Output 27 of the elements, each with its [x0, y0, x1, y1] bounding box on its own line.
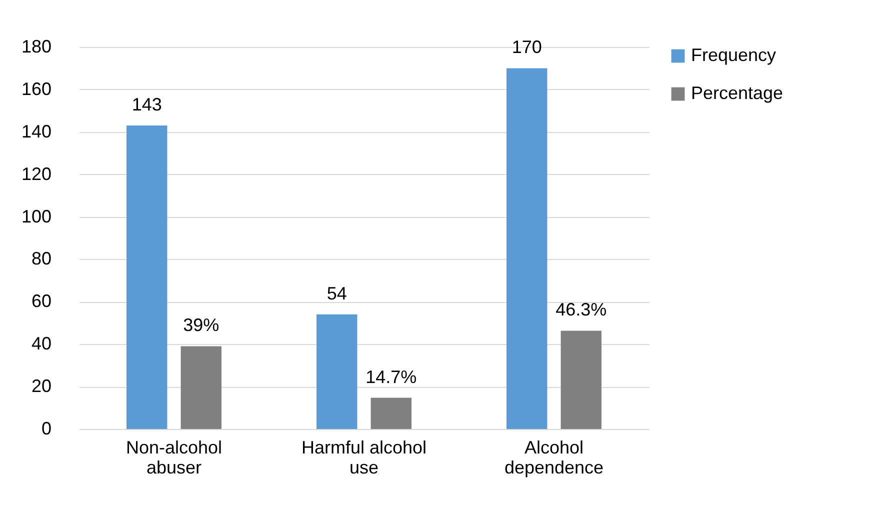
- data-label: 39%: [183, 315, 220, 336]
- x-tick-label: Non-alcohol abuser: [126, 438, 222, 478]
- bar: [370, 398, 412, 429]
- legend-label: Frequency: [691, 45, 776, 65]
- y-tick-label: 60: [31, 291, 52, 312]
- bar: [506, 68, 548, 429]
- legend-label: Percentage: [691, 83, 784, 103]
- y-tick-label: 80: [31, 248, 52, 269]
- bar: [560, 330, 602, 429]
- data-label: 46.3%: [556, 300, 607, 320]
- y-tick-label: 100: [21, 206, 52, 226]
- y-tick-label: 20: [31, 376, 52, 396]
- y-tick-label: 120: [21, 164, 52, 184]
- data-label: 14.7%: [366, 366, 417, 387]
- bar: [126, 126, 168, 429]
- data-label: 170: [512, 37, 542, 58]
- bar: [180, 346, 222, 429]
- x-tick-label: Alcohol dependence: [504, 438, 604, 478]
- y-tick-label: 40: [31, 334, 52, 354]
- data-label: 143: [132, 94, 162, 115]
- bar: [316, 314, 358, 429]
- y-tick-label: 180: [21, 36, 52, 56]
- y-tick-label: 160: [21, 78, 52, 99]
- data-label: 54: [326, 283, 347, 304]
- y-tick-label: 0: [41, 418, 52, 438]
- x-tick-label: Harmful alcohol use: [301, 438, 427, 478]
- y-tick-label: 140: [21, 121, 52, 142]
